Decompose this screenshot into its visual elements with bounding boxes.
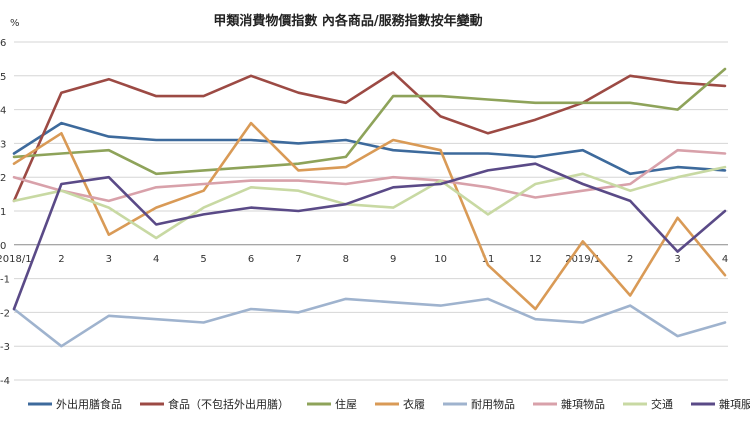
x-tick-label: 6 [248,254,254,265]
series-line-3 [12,67,727,176]
x-tick-label: 9 [390,254,396,265]
y-tick-label: 5 [0,72,6,83]
legend-label: 外出用膳食品 [56,397,122,411]
x-tick-label: 2 [58,254,64,265]
y-tick-label: -3 [0,342,10,353]
x-tick-label: 3 [106,254,112,265]
x-tick-label: 2019/1 [565,254,600,265]
y-axis-unit: % [10,18,20,29]
legend-label: 雜項服務 [719,397,750,411]
chart-title: 甲類消費物價指數 內各商品/服務指數按年變動 [213,13,482,29]
x-tick-label: 8 [343,254,349,265]
legend-label: 交通 [651,397,673,411]
x-tick-label: 2 [627,254,633,265]
legend-label: 食品（不包括外出用膳） [168,397,289,411]
y-tick-label: 1 [0,207,6,218]
legend-label: 雜項物品 [561,397,605,411]
series-line-8 [12,162,727,311]
x-tick-label: 11 [482,254,495,265]
x-tick-label: 4 [153,254,159,265]
legend-label: 耐用物品 [471,397,515,411]
x-axis-ticks: 2018/1 2 3 4 5 6 7 8 9 10 11 12 2019/1 2 3 4 [0,254,728,265]
x-tick-label: 3 [674,254,680,265]
x-tick-label: 5 [200,254,206,265]
x-tick-label: 7 [295,254,301,265]
y-tick-label: -2 [0,308,10,319]
series-line-2 [12,71,727,203]
x-tick-label: 10 [434,254,447,265]
series-line-6 [12,148,727,203]
legend-label: 衣履 [403,397,425,411]
y-tick-label: 3 [0,139,6,150]
y-tick-label: 6 [0,38,6,49]
legend: 外出用膳食品 食品（不包括外出用膳） 住屋 衣履 耐用物品 雜項物品 交通 雜項服務 [28,397,750,411]
series-line-4 [12,121,727,311]
series-line-7 [12,165,727,240]
grid-lines [14,41,728,381]
y-tick-label: -4 [0,376,10,387]
y-axis-ticks: 6 5 4 3 2 1 0 -1 -2 -3 -4 [0,38,10,387]
legend-label: 住屋 [335,397,357,411]
x-tick-label: 2018/1 [0,254,32,265]
y-tick-label: -1 [0,275,10,286]
y-tick-label: 2 [0,173,6,184]
y-tick-label: 0 [0,241,6,252]
series-line-1 [12,121,727,176]
x-tick-label: 12 [529,254,542,265]
series-lines [12,67,727,348]
y-tick-label: 4 [0,106,6,117]
series-line-5 [12,297,727,348]
x-tick-label: 4 [722,254,728,265]
